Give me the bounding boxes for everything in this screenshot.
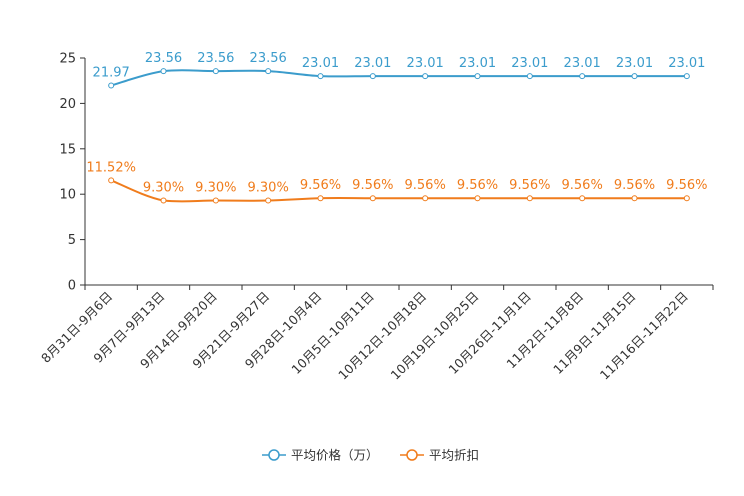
- x-tick-label: 11月16日-11月22日: [597, 289, 691, 383]
- data-point: [683, 73, 690, 80]
- data-label: 9.56%: [614, 178, 655, 193]
- x-axis-ticks: 8月31日-9月6日9月7日-9月13日9月14日-9月20日9月21日-9月2…: [38, 285, 714, 383]
- data-point: [474, 195, 481, 202]
- data-point: [265, 68, 272, 75]
- data-label: 9.56%: [405, 178, 446, 193]
- data-label: 23.01: [407, 56, 444, 71]
- data-label: 9.30%: [248, 181, 289, 196]
- series-line: [110, 69, 687, 87]
- data-label: 9.56%: [352, 178, 393, 193]
- series-average-discount: 11.52% 9.30% 9.30% 9.30% 9.56% 9.56% 9.56% 9.56…: [86, 160, 707, 204]
- data-label: 23.01: [564, 56, 601, 71]
- data-label: 23.56: [197, 51, 234, 66]
- data-label: 23.01: [459, 56, 496, 71]
- data-label: 9.56%: [300, 178, 341, 193]
- data-point: [631, 195, 638, 202]
- data-point: [317, 73, 324, 80]
- data-label: 23.01: [511, 56, 548, 71]
- y-tick-label: 10: [59, 188, 76, 203]
- legend-item-average-price: 平均价格（万）: [262, 448, 379, 463]
- data-point: [526, 73, 533, 80]
- data-point: [212, 197, 219, 204]
- data-label: 23.01: [616, 56, 653, 71]
- data-label: 9.56%: [509, 178, 550, 193]
- data-point: [160, 197, 167, 204]
- legend-marker: [268, 449, 280, 461]
- y-tick-label: 15: [59, 142, 76, 157]
- series-line: [110, 179, 687, 203]
- data-point: [108, 82, 115, 89]
- axes: [84, 58, 713, 286]
- y-tick-label: 0: [68, 279, 76, 294]
- legend-item-average-discount: 平均折扣: [400, 448, 479, 463]
- series-average-price: 21.97 23.56 23.56 23.56 23.01 23.01 23.01 23.01…: [93, 51, 705, 89]
- data-label: 9.30%: [143, 181, 184, 196]
- data-point: [212, 68, 219, 75]
- data-point: [317, 195, 324, 202]
- data-label: 21.97: [93, 66, 130, 81]
- data-point: [526, 195, 533, 202]
- data-point: [474, 73, 481, 80]
- data-point: [683, 195, 690, 202]
- data-label: 23.56: [250, 51, 287, 66]
- legend-marker: [406, 449, 418, 461]
- data-point: [422, 73, 429, 80]
- data-label: 9.56%: [666, 178, 707, 193]
- data-point: [265, 197, 272, 204]
- data-label: 23.01: [354, 56, 391, 71]
- data-label: 9.30%: [195, 181, 236, 196]
- y-tick-label: 25: [59, 52, 76, 67]
- legend-label: 平均价格（万）: [291, 448, 379, 463]
- y-tick-label: 5: [68, 233, 76, 248]
- legend: 平均价格（万） 平均折扣: [262, 448, 479, 463]
- data-label: 11.52%: [86, 160, 136, 175]
- y-tick-label: 20: [59, 97, 76, 112]
- data-label: 9.56%: [457, 178, 498, 193]
- data-point: [631, 73, 638, 80]
- data-point: [369, 195, 376, 202]
- data-label: 9.56%: [562, 178, 603, 193]
- y-axis-ticks: 0 5 10 15 20 25: [59, 52, 85, 294]
- legend-label: 平均折扣: [429, 448, 479, 463]
- data-label: 23.56: [145, 51, 182, 66]
- data-point: [108, 177, 115, 184]
- data-point: [579, 73, 586, 80]
- x-tick-label: 10月12日-10月18日: [335, 289, 429, 383]
- data-point: [422, 195, 429, 202]
- x-tick-label: 10月19日-10月25日: [387, 289, 481, 383]
- data-point: [160, 68, 167, 75]
- data-label: 23.01: [302, 56, 339, 71]
- data-point: [579, 195, 586, 202]
- data-label: 23.01: [668, 56, 705, 71]
- series-layer: 21.97 23.56 23.56 23.56 23.01 23.01 23.01 23.01…: [86, 51, 707, 204]
- data-point: [369, 73, 376, 80]
